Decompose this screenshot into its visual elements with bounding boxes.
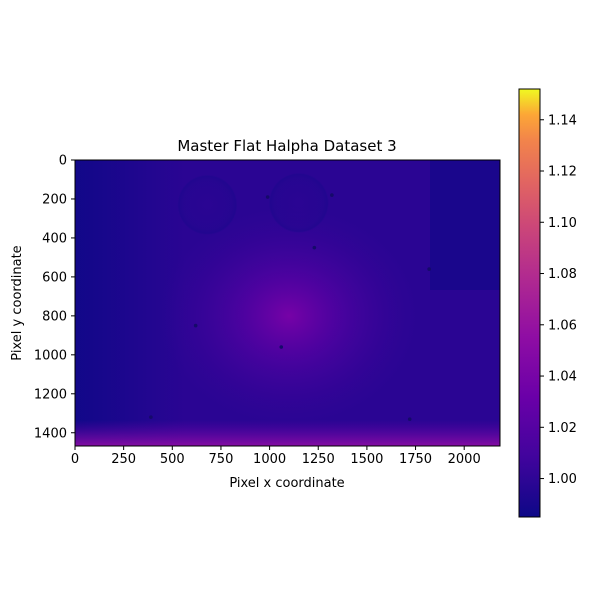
colorbar-tick-label: 1.04: [548, 370, 577, 385]
dust-rings: [177, 172, 329, 235]
dust-ring: [268, 172, 329, 233]
y-tick-label: 0: [59, 154, 67, 169]
y-tick-label: 600: [42, 270, 67, 285]
y-tick-label: 1000: [34, 348, 67, 363]
x-tick-label: 500: [160, 452, 185, 467]
x-tick-label: 1000: [253, 452, 286, 467]
dark-speck: [193, 323, 198, 328]
dark-speck: [265, 195, 270, 199]
y-tick-label: 1400: [34, 426, 67, 441]
heatmap-image: [75, 160, 500, 446]
y-tick-label: 200: [42, 192, 67, 207]
y-tick-label: 1200: [34, 387, 67, 402]
bottom-edge-band: [75, 420, 500, 446]
x-tick-label: 1500: [350, 452, 383, 467]
dark-speck: [330, 193, 334, 197]
dust-ring: [177, 174, 238, 235]
colorbar-tick-label: 1.10: [548, 216, 577, 231]
y-tick-label: 800: [42, 309, 67, 324]
plot-frame: [74, 159, 501, 447]
x-axis: 0 250 500 750 1000 1250 1500 1750 2000: [71, 446, 481, 467]
x-tick-label: 1750: [399, 452, 432, 467]
dark-speck: [407, 417, 412, 421]
colorbar-tick-label: 1.02: [548, 421, 577, 436]
colorbar-tick-label: 1.14: [548, 113, 577, 128]
colorbar-tick-label: 1.08: [548, 267, 577, 282]
y-tick-label: 400: [42, 231, 67, 246]
x-tick-label: 0: [71, 452, 79, 467]
dark-speck: [427, 267, 431, 271]
x-tick-label: 250: [111, 452, 136, 467]
x-axis-label: Pixel x coordinate: [229, 476, 344, 491]
dark-speck: [312, 245, 317, 250]
dark-specks: [149, 193, 431, 421]
colorbar-gradient: [518, 88, 541, 518]
y-axis: 0 200 400 600 800 1000 1200 1400: [34, 154, 75, 441]
colorbar-tick-label: 1.12: [548, 165, 577, 180]
dark-speck: [279, 345, 284, 349]
colorbar-ticks: 1.00 1.02 1.04 1.06 1.08 1.10 1.12 1.14: [540, 113, 577, 487]
colorbar-tick-label: 1.00: [548, 472, 577, 487]
chart-title: Master Flat Halpha Dataset 3: [177, 137, 396, 155]
right-vignette: [430, 160, 500, 290]
colorbar-tick-label: 1.06: [548, 318, 577, 333]
dark-speck: [149, 415, 153, 419]
y-axis-label: Pixel y coordinate: [10, 245, 25, 360]
x-tick-label: 750: [209, 452, 234, 467]
x-tick-label: 2000: [448, 452, 481, 467]
colorbar: 1.00 1.02 1.04 1.06 1.08 1.10 1.12 1.14: [518, 88, 577, 518]
x-tick-label: 1250: [302, 452, 335, 467]
central-hotspot: [159, 205, 420, 426]
